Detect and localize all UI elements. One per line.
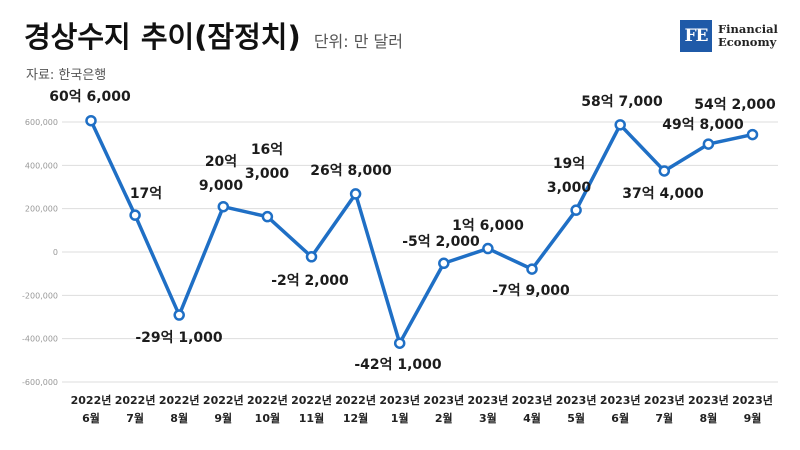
x-tick-label: 2022년 8월 [159, 393, 200, 425]
data-point [393, 337, 406, 349]
x-tick-label: 2023년 9월 [732, 393, 773, 425]
x-tick-label: 2022년 9월 [203, 393, 244, 425]
x-tick-label: 2023년 5월 [556, 393, 597, 425]
data-point [173, 309, 185, 321]
data-label: -7억 9,000 [492, 283, 570, 299]
data-point [482, 242, 494, 255]
y-tick-label: 200,000 [25, 205, 58, 214]
y-tick-label: 0 [53, 248, 58, 257]
logo-text: Financial Economy [718, 23, 778, 49]
data-label: 19억 3,000 [547, 156, 592, 196]
data-point [746, 128, 759, 141]
data-point [438, 257, 450, 270]
x-tick-label: 2023년 1월 [379, 393, 420, 425]
data-label: 60억 6,000 [49, 89, 131, 105]
data-label: 1억 6,000 [452, 218, 524, 234]
data-label: 58억 7,000 [581, 94, 663, 110]
unit-label: 단위: 만 달러 [313, 32, 403, 51]
point-layer [85, 114, 759, 349]
series-layer [89, 119, 753, 345]
data-label: 54억 2,000 [694, 97, 776, 113]
logo-mark: FE [680, 20, 712, 52]
data-label: 16억 3,000 [245, 142, 290, 182]
data-label: -42억 1,000 [354, 357, 442, 373]
data-point [658, 165, 671, 177]
y-tick-label: -600,000 [22, 378, 58, 387]
x-tick-label: 2022년 12월 [335, 393, 376, 425]
x-tick-label: 2022년 6월 [71, 393, 112, 425]
data-point [614, 119, 626, 131]
data-label: 49억 8,000 [662, 117, 744, 133]
data-point [526, 263, 538, 275]
data-point [129, 209, 141, 221]
x-tick-label: 2022년 11월 [291, 393, 332, 425]
data-label: 26억 8,000 [310, 163, 392, 179]
data-label: -2억 2,000 [271, 273, 349, 289]
data-point [217, 200, 230, 213]
x-tick-label: 2023년 6월 [600, 393, 641, 425]
y-tick-label: 600,000 [25, 118, 58, 127]
data-point [349, 188, 362, 200]
data-label: 37억 4,000 [622, 186, 704, 202]
data-label: -29억 1,000 [135, 330, 223, 346]
data-point [261, 210, 274, 223]
data-point [305, 251, 318, 263]
logo-text-line2: Economy [718, 35, 777, 49]
data-point [702, 138, 715, 150]
series-line [89, 119, 753, 345]
x-tick-label: 2022년 10월 [247, 393, 288, 425]
x-tick-label: 2022년 7월 [115, 393, 156, 425]
brand-logo: FE Financial Economy [680, 20, 778, 52]
y-tick-label: -400,000 [22, 335, 58, 344]
chart-title: 경상수지 추이(잠정치) [24, 20, 301, 54]
data-label: 17억 [130, 186, 162, 202]
x-tick-label: 2023년 4월 [512, 393, 553, 425]
logo-text-line1: Financial [718, 22, 778, 36]
data-point [570, 204, 582, 216]
x-tick-label: 2023년 8월 [688, 393, 729, 425]
y-tick-label: -200,000 [22, 291, 58, 300]
data-point [85, 114, 97, 127]
y-axis-ticks: 600,000 400,000 200,000 0 -200,000 -400,000 -6… [22, 118, 58, 387]
y-tick-label: 400,000 [25, 161, 58, 170]
x-tick-label: 2023년 7월 [644, 393, 685, 425]
data-label: -5억 2,000 [402, 234, 480, 250]
source-note: 자료: 한국은행 [26, 68, 107, 83]
x-tick-label: 2023년 2월 [423, 393, 464, 425]
x-tick-label: 2023년 3월 [468, 393, 509, 425]
chart-title-block: 경상수지 추이(잠정치) 단위: 만 달러 [24, 14, 403, 56]
data-label: 20억 9,000 [199, 154, 244, 194]
